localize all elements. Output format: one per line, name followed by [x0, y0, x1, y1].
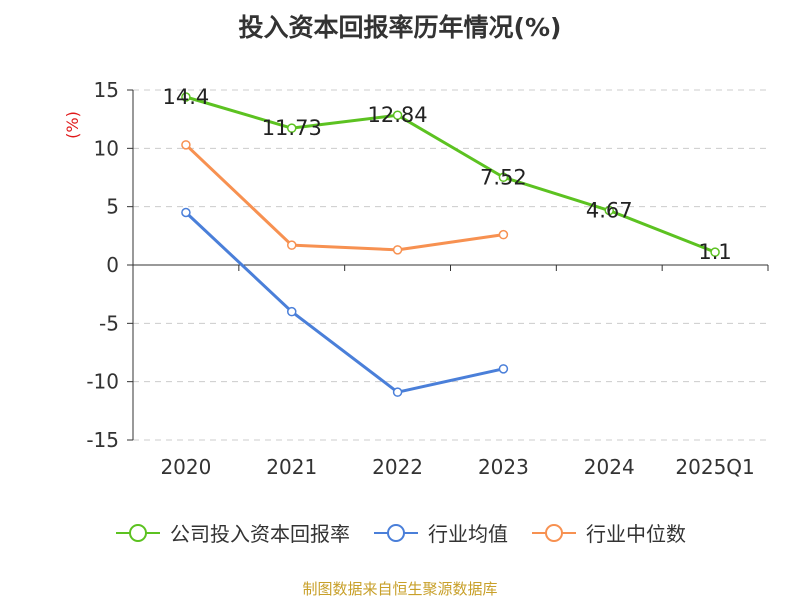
line-chart: 15 10 5 0 -5 -10 -15 (%) 2020 2021 2022 2023 2024 202…: [63, 78, 769, 479]
series-line-industry-avg: [184, 211, 504, 394]
data-point: [181, 140, 191, 150]
data-point: [287, 123, 297, 133]
legend-item-industry-avg[interactable]: 行业均值: [372, 518, 508, 547]
x-tick-label: 2025Q1: [675, 455, 754, 479]
series-line-industry-median: [184, 143, 504, 252]
data-label: 12.84: [368, 103, 428, 127]
data-label: 11.73: [262, 116, 322, 140]
data-label: 4.67: [586, 199, 633, 223]
data-label: 14.4: [163, 85, 210, 109]
y-tick-label: -10: [86, 370, 119, 394]
y-tick-label: -5: [99, 311, 119, 335]
data-point: [287, 306, 297, 317]
source-note: 制图数据来自恒生聚源数据库: [302, 580, 498, 598]
legend-label-industry-median: 行业中位数: [586, 522, 686, 546]
y-axis-unit-label: (%): [63, 111, 82, 139]
y-tick-label: 15: [94, 78, 119, 102]
x-tick-label: 2022: [372, 455, 423, 479]
data-point: [392, 110, 403, 120]
data-point: [392, 245, 403, 255]
data-point: [287, 240, 297, 250]
y-tick-label: 0: [106, 253, 119, 277]
legend-label-company: 公司投入资本回报率: [170, 522, 350, 546]
y-tick-label: -15: [86, 428, 119, 452]
y-tick-label: 5: [106, 195, 119, 219]
x-tick-label: 2024: [584, 455, 635, 479]
data-point: [392, 387, 403, 397]
data-point: [498, 364, 509, 374]
data-point: [181, 207, 191, 218]
legend-item-industry-median[interactable]: 行业中位数: [530, 518, 686, 547]
chart-title: 投入资本回报率历年情况(%): [238, 13, 562, 42]
series-line-company: [185, 95, 716, 254]
x-tick-label: 2021: [266, 455, 317, 479]
data-point: [710, 247, 720, 257]
y-tick-label: 10: [94, 136, 119, 160]
legend-line-marker-industry-avg: [374, 523, 418, 542]
data-point: [181, 92, 191, 102]
x-tick-label: 2023: [478, 455, 529, 479]
data-label: 7.52: [480, 165, 527, 189]
legend-item-company[interactable]: 公司投入资本回报率: [114, 518, 350, 547]
data-point: [498, 229, 509, 240]
data-point: [498, 172, 509, 183]
legend-line-marker-company: [116, 523, 160, 542]
legend-label-industry-avg: 行业均值: [428, 522, 508, 546]
data-label: 1.1: [698, 240, 731, 264]
legend-line-marker-industry-median: [532, 523, 576, 542]
x-tick-label: 2020: [160, 455, 211, 479]
data-point: [604, 205, 614, 216]
chart-legend: 公司投入资本回报率 行业均值 行业中位数: [0, 518, 800, 547]
